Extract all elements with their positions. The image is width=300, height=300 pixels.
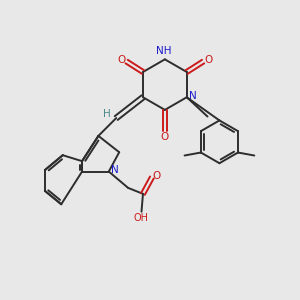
Text: O: O	[153, 171, 161, 181]
Text: OH: OH	[134, 213, 149, 223]
Text: H: H	[103, 110, 111, 119]
Text: O: O	[161, 132, 169, 142]
Text: N: N	[189, 91, 197, 101]
Text: O: O	[204, 55, 212, 65]
Text: NH: NH	[156, 46, 171, 56]
Text: O: O	[118, 55, 126, 65]
Text: N: N	[112, 165, 119, 175]
